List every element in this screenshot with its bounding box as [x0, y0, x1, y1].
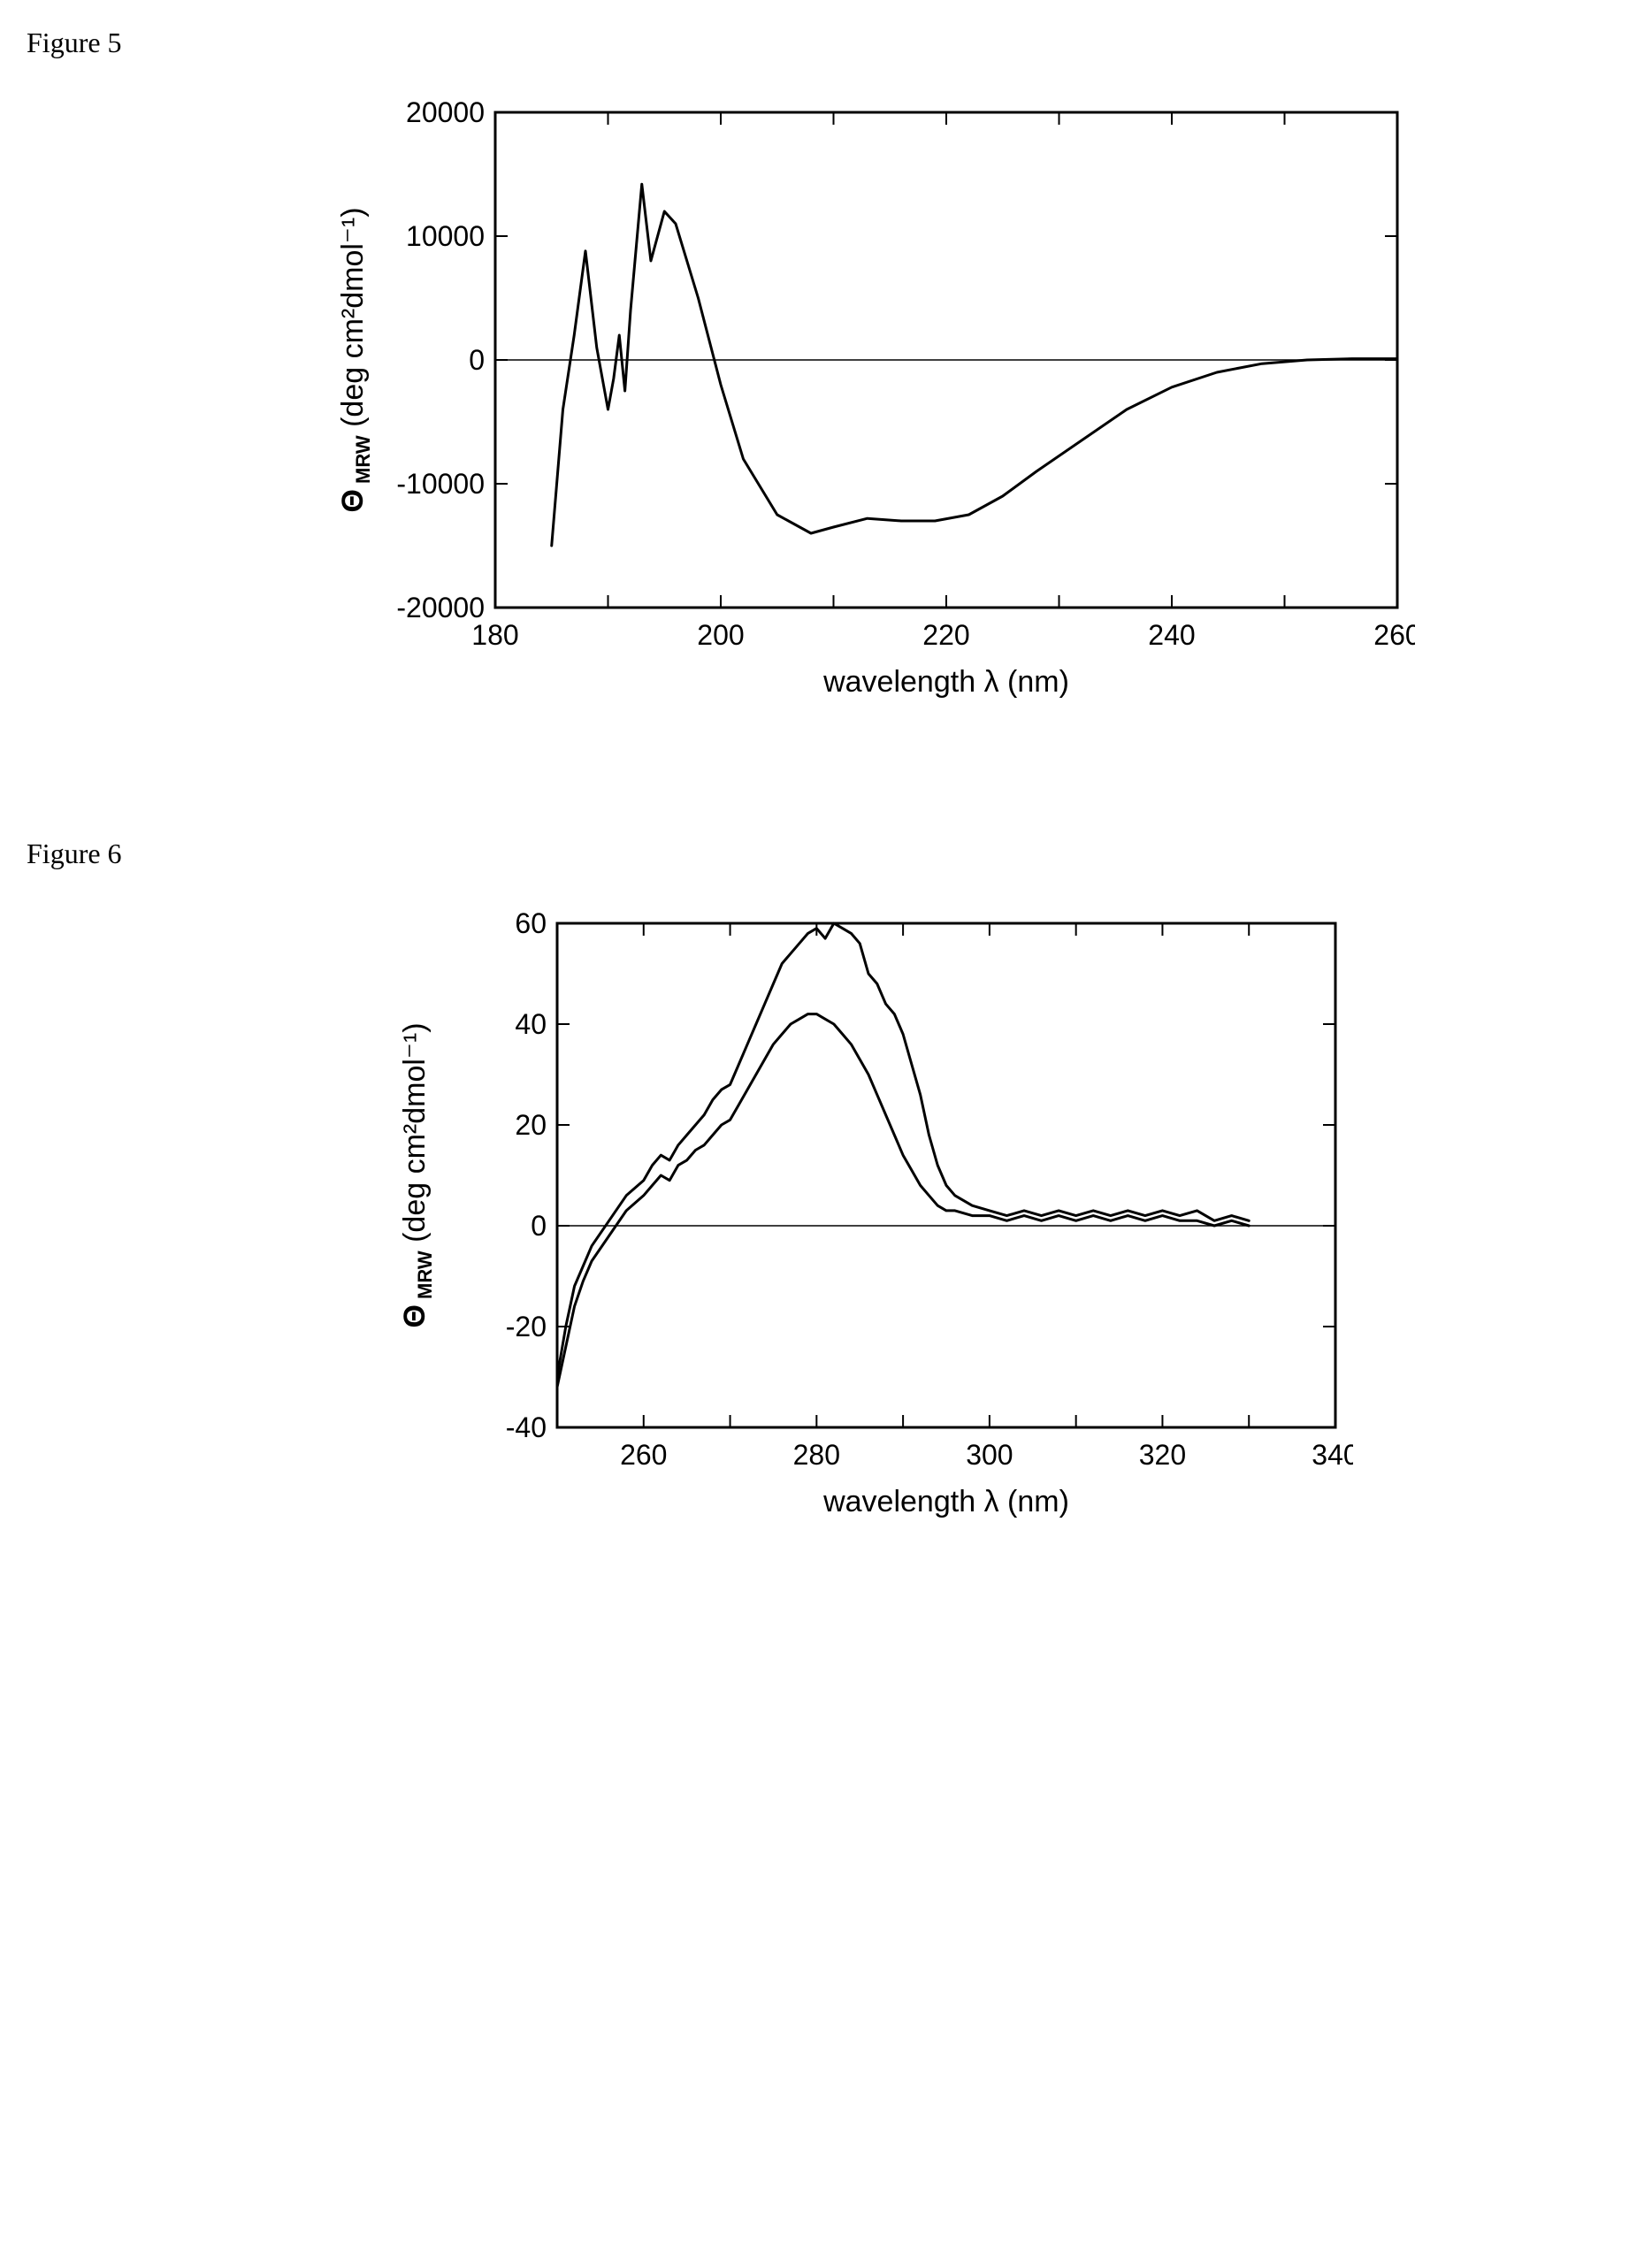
svg-text:60: 60: [515, 907, 547, 939]
svg-text:0: 0: [531, 1210, 547, 1242]
svg-text:0: 0: [469, 344, 485, 376]
svg-text:wavelength λ (nm): wavelength λ (nm): [822, 665, 1069, 699]
svg-text:260: 260: [620, 1439, 667, 1471]
svg-text:300: 300: [966, 1439, 1013, 1471]
svg-text:-10000: -10000: [396, 468, 485, 500]
svg-text:260: 260: [1373, 619, 1415, 651]
svg-text:220: 220: [922, 619, 969, 651]
svg-text:-40: -40: [506, 1411, 547, 1443]
svg-text:-20: -20: [506, 1311, 547, 1342]
svg-text:280: 280: [793, 1439, 840, 1471]
svg-text:320: 320: [1139, 1439, 1186, 1471]
svg-text:180: 180: [471, 619, 518, 651]
svg-text:340: 340: [1312, 1439, 1353, 1471]
svg-text:10000: 10000: [406, 220, 485, 252]
figure-5-chart: 180 200 220 240 260 -20000 -10000 0 10000 20000 wa…: [318, 95, 1625, 731]
svg-text:20: 20: [515, 1109, 547, 1141]
figure-6-chart: 260 280 300 320 340 -40 -20 0 20 40 60 wavelength λ…: [380, 906, 1625, 1551]
svg-text:wavelength λ (nm): wavelength λ (nm): [822, 1485, 1069, 1518]
svg-text:200: 200: [697, 619, 744, 651]
svg-text:-20000: -20000: [396, 592, 485, 623]
svg-text:40: 40: [515, 1008, 547, 1040]
figure-5-label: Figure 5: [27, 27, 1625, 59]
svg-text:240: 240: [1148, 619, 1195, 651]
svg-text:Θ MRW (deg cm²dmol⁻¹): Θ MRW (deg cm²dmol⁻¹): [398, 1022, 436, 1327]
svg-text:Θ MRW (deg cm²dmol⁻¹): Θ MRW (deg cm²dmol⁻¹): [336, 207, 374, 512]
figure-6-label: Figure 6: [27, 838, 1625, 870]
svg-text:20000: 20000: [406, 96, 485, 128]
